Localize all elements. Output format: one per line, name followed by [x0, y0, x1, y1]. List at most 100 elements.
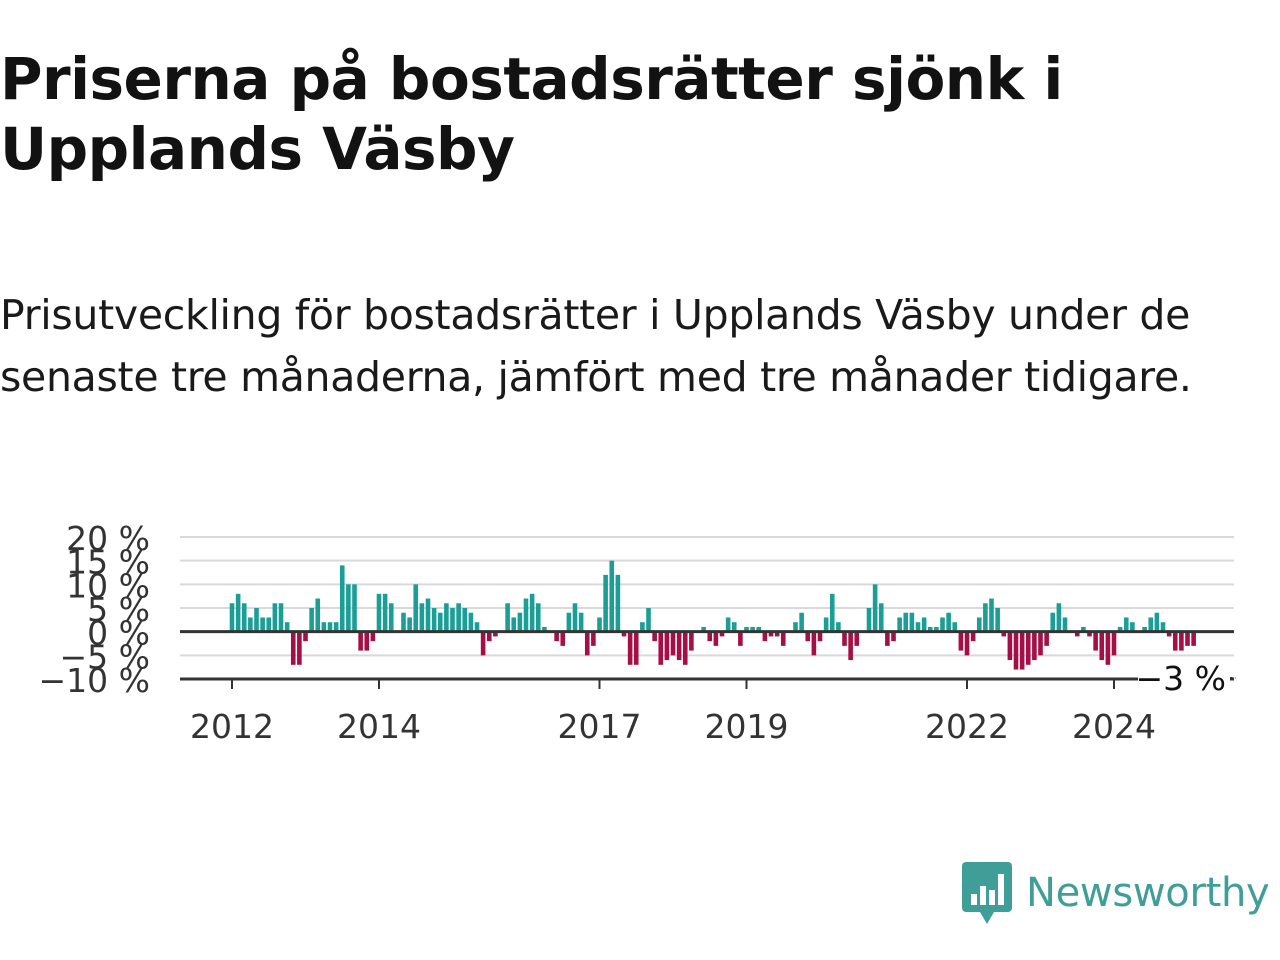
bar	[297, 631, 302, 665]
bar	[425, 598, 431, 632]
bar	[989, 598, 994, 632]
bar	[474, 622, 480, 632]
bar	[1001, 631, 1007, 637]
bar	[866, 608, 872, 632]
y-tick-label: 20 %	[66, 519, 150, 558]
bar	[370, 631, 376, 642]
bar	[1099, 631, 1105, 661]
bar	[1087, 631, 1092, 637]
bar	[762, 631, 768, 642]
bar	[676, 631, 682, 661]
bar	[444, 603, 449, 632]
bar	[983, 603, 988, 632]
bar	[419, 603, 425, 632]
bar	[346, 584, 351, 632]
x-tick-label: 2024	[1072, 707, 1156, 740]
bar	[388, 603, 394, 632]
bar	[591, 631, 596, 646]
bar	[817, 631, 823, 642]
bar	[376, 593, 382, 632]
bar	[352, 584, 357, 632]
bar	[364, 631, 370, 651]
price-change-chart: 20 %15 %10 %5 %0 %−5 %−10 % 2012 2014 2017…	[39, 519, 1236, 740]
bar	[241, 603, 247, 632]
bar	[321, 622, 327, 632]
bar	[517, 612, 523, 632]
bar	[738, 631, 743, 646]
bar	[1179, 631, 1184, 651]
bar	[823, 617, 829, 632]
bar	[1117, 626, 1123, 632]
bar	[523, 598, 529, 632]
x-tick-label: 2017	[558, 707, 642, 740]
bar	[646, 608, 651, 632]
bar	[1160, 622, 1166, 632]
bar	[327, 622, 333, 632]
bar	[1166, 631, 1172, 637]
bar	[235, 593, 241, 632]
bar	[713, 631, 719, 646]
bar	[1111, 631, 1117, 656]
bar	[603, 574, 608, 632]
bar	[1007, 631, 1013, 661]
bar	[872, 584, 878, 632]
bar	[652, 631, 657, 642]
bar	[248, 617, 253, 632]
bar	[462, 608, 468, 632]
bar	[480, 631, 486, 656]
bars	[229, 560, 1196, 670]
y-tick-label: −10 %	[39, 661, 151, 700]
bar	[493, 631, 498, 637]
bar	[848, 631, 853, 661]
bar	[793, 622, 798, 632]
bar	[842, 631, 847, 646]
bar	[413, 584, 419, 632]
bar	[450, 608, 455, 632]
bar	[1185, 631, 1190, 646]
bar	[437, 612, 443, 632]
bar	[811, 631, 817, 656]
grid-lines	[180, 536, 1234, 657]
bar	[627, 631, 633, 665]
bar	[309, 608, 314, 632]
x-tick-label: 2014	[337, 707, 421, 740]
bar	[566, 612, 572, 632]
bar	[254, 608, 259, 632]
bar	[529, 593, 535, 632]
last-value-annotation: −3 %	[1136, 657, 1236, 698]
last-value-label: −3 %	[1136, 659, 1227, 698]
bar	[633, 631, 639, 665]
bar	[1172, 631, 1178, 651]
bar	[621, 631, 627, 637]
x-tick-label: 2019	[705, 707, 789, 740]
bar	[468, 612, 474, 632]
bar	[970, 631, 976, 642]
bar	[1050, 612, 1056, 632]
bar	[805, 631, 811, 642]
bar	[903, 612, 909, 632]
bar	[1191, 631, 1196, 646]
bar	[1025, 631, 1031, 665]
bar	[382, 593, 388, 632]
y-tick-label: 0 %	[87, 614, 150, 653]
bar	[909, 612, 915, 632]
bar	[682, 631, 688, 665]
y-tick-label: 5 %	[87, 590, 150, 629]
bar	[946, 612, 951, 632]
x-tick-label: 2012	[190, 707, 274, 740]
bar	[927, 626, 933, 632]
bar	[707, 631, 713, 642]
bar	[756, 626, 762, 632]
bar	[750, 626, 755, 632]
y-tick-label: 10 %	[66, 566, 150, 605]
bar	[731, 622, 737, 632]
bar	[486, 631, 492, 642]
bar	[670, 631, 676, 656]
bar	[333, 622, 339, 632]
bar	[456, 603, 461, 632]
bar	[1148, 617, 1154, 632]
y-tick-label: −5 %	[60, 637, 151, 676]
bar	[272, 603, 278, 632]
newsworthy-logo-icon	[962, 862, 1012, 924]
bar	[407, 617, 412, 632]
